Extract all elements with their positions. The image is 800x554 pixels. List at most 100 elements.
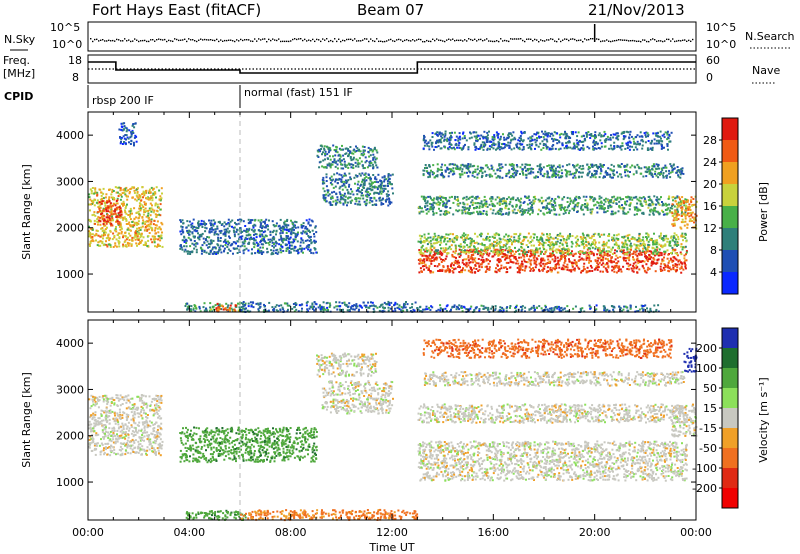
data-cell <box>282 237 285 240</box>
noise-sample <box>192 39 194 41</box>
data-cell <box>100 213 103 216</box>
data-cell <box>419 258 422 261</box>
data-cell <box>631 198 634 201</box>
data-cell <box>612 239 615 242</box>
data-cell <box>375 199 378 202</box>
data-cell <box>106 201 109 204</box>
data-cell <box>470 244 473 247</box>
data-cell <box>488 203 491 206</box>
data-cell <box>548 261 551 264</box>
data-cell <box>510 254 513 257</box>
data-cell <box>318 149 321 151</box>
data-cell <box>402 306 405 309</box>
data-cell <box>421 241 424 244</box>
noise-sample <box>216 38 218 41</box>
data-cell <box>127 189 130 192</box>
data-cell <box>358 190 361 193</box>
data-cell <box>595 266 598 269</box>
data-cell <box>650 264 653 267</box>
data-cell <box>333 159 336 162</box>
data-cell <box>294 220 297 223</box>
data-cell <box>88 193 91 196</box>
data-cell <box>488 244 491 247</box>
data-cell <box>346 180 349 183</box>
data-cell <box>527 258 530 261</box>
data-cell <box>297 248 300 251</box>
data-cell <box>118 245 121 248</box>
data-cell <box>520 245 523 248</box>
data-cell <box>362 149 365 152</box>
data-cell <box>122 234 125 237</box>
data-cell <box>524 236 527 239</box>
data-cell <box>197 222 199 225</box>
data-cell <box>589 264 592 267</box>
data-cell <box>618 268 621 271</box>
data-cell <box>327 189 330 192</box>
data-cell <box>490 250 493 253</box>
noise-sample <box>270 39 272 42</box>
noise-sample <box>206 39 208 41</box>
data-cell <box>469 257 472 260</box>
data-cell <box>477 247 479 250</box>
noise-sample <box>572 38 574 40</box>
data-cell <box>472 240 475 243</box>
noise-sample <box>562 39 564 41</box>
data-cell <box>461 261 464 264</box>
data-cell <box>668 203 671 206</box>
data-cell <box>656 262 659 265</box>
data-cell <box>558 234 561 237</box>
data-cell <box>115 191 118 194</box>
data-cell <box>532 251 535 254</box>
data-cell <box>144 225 147 228</box>
data-cell <box>655 246 658 248</box>
data-cell <box>606 258 609 261</box>
data-cell <box>663 253 666 256</box>
data-cell <box>217 244 220 247</box>
data-cell <box>652 243 655 246</box>
data-cell <box>467 259 470 262</box>
data-cell <box>97 241 100 244</box>
data-cell <box>279 227 282 230</box>
data-cell <box>429 258 432 261</box>
data-cell <box>237 302 239 305</box>
data-cell <box>325 173 328 176</box>
data-cell <box>381 306 384 309</box>
data-cell <box>681 248 684 251</box>
data-cell <box>676 210 679 213</box>
data-cell <box>226 252 229 255</box>
data-cell <box>423 241 426 244</box>
data-cell <box>93 192 96 195</box>
data-cell <box>309 235 312 238</box>
data-cell <box>671 246 674 249</box>
data-cell <box>138 202 141 205</box>
data-cell <box>459 266 461 269</box>
data-cell <box>118 236 121 239</box>
data-cell <box>144 242 147 245</box>
data-cell <box>128 242 131 245</box>
data-cell <box>224 308 227 311</box>
data-cell <box>569 253 572 256</box>
data-cell <box>136 223 138 226</box>
data-cell <box>552 250 554 253</box>
data-cell <box>211 248 214 251</box>
data-cell <box>634 208 636 211</box>
data-cell <box>539 236 542 239</box>
data-cell <box>114 208 117 211</box>
noise-sample <box>450 39 452 41</box>
data-cell <box>272 249 275 252</box>
data-cell <box>220 308 223 311</box>
data-cell <box>677 244 680 246</box>
data-cell <box>620 248 623 251</box>
data-cell <box>623 246 626 249</box>
data-cell <box>642 247 645 250</box>
data-cell <box>122 243 125 246</box>
data-cell <box>464 212 467 215</box>
data-cell <box>200 219 203 222</box>
data-cell <box>584 199 587 202</box>
data-cell <box>542 233 545 236</box>
data-cell <box>301 303 304 306</box>
data-cell <box>349 146 352 148</box>
data-cell <box>685 251 688 254</box>
data-cell <box>659 265 662 268</box>
data-cell <box>133 224 136 227</box>
